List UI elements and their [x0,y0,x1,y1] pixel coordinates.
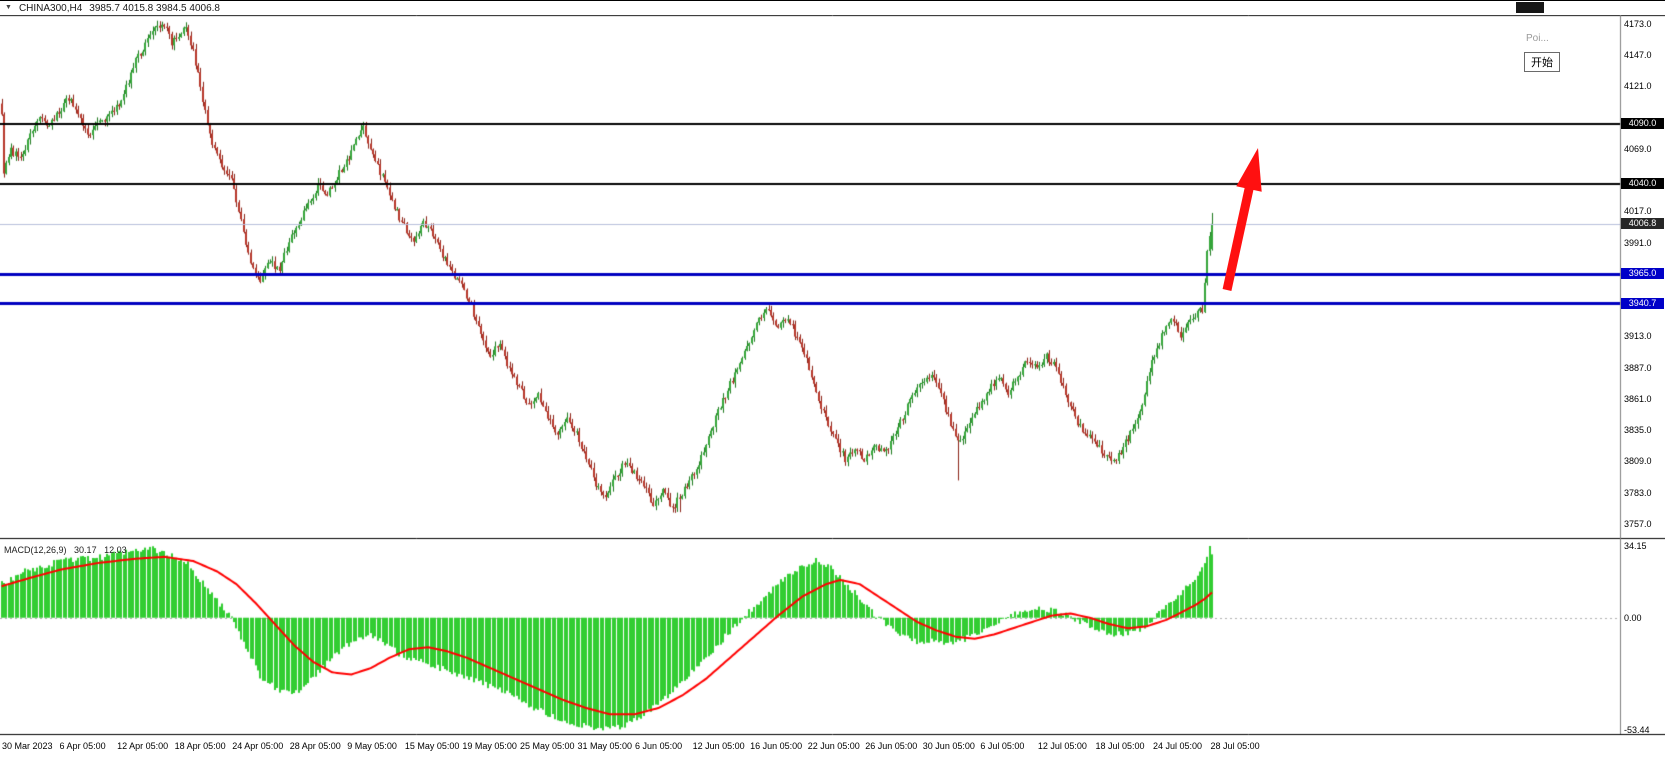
titlebar-chip[interactable] [1516,2,1544,13]
macd-indicator-label: MACD(12,26,9) 30.17 12.03 [4,545,127,555]
macd-value-signal: 12.03 [104,545,127,555]
poi-overlay-text: Poi... [1526,33,1549,44]
macd-value-main: 30.17 [74,545,97,555]
ohlc-values: 3985.7 4015.8 3984.5 4006.8 [89,2,220,14]
symbol-timeframe-label: CHINA300,H4 [18,2,83,14]
macd-name: MACD(12,26,9) [4,545,67,555]
start-button[interactable]: 开始 [1524,52,1560,72]
chart-title-bar: ▼ CHINA300,H4 3985.7 4015.8 3984.5 4006.… [0,0,1665,15]
collapse-triangle-icon[interactable]: ▼ [5,4,12,11]
